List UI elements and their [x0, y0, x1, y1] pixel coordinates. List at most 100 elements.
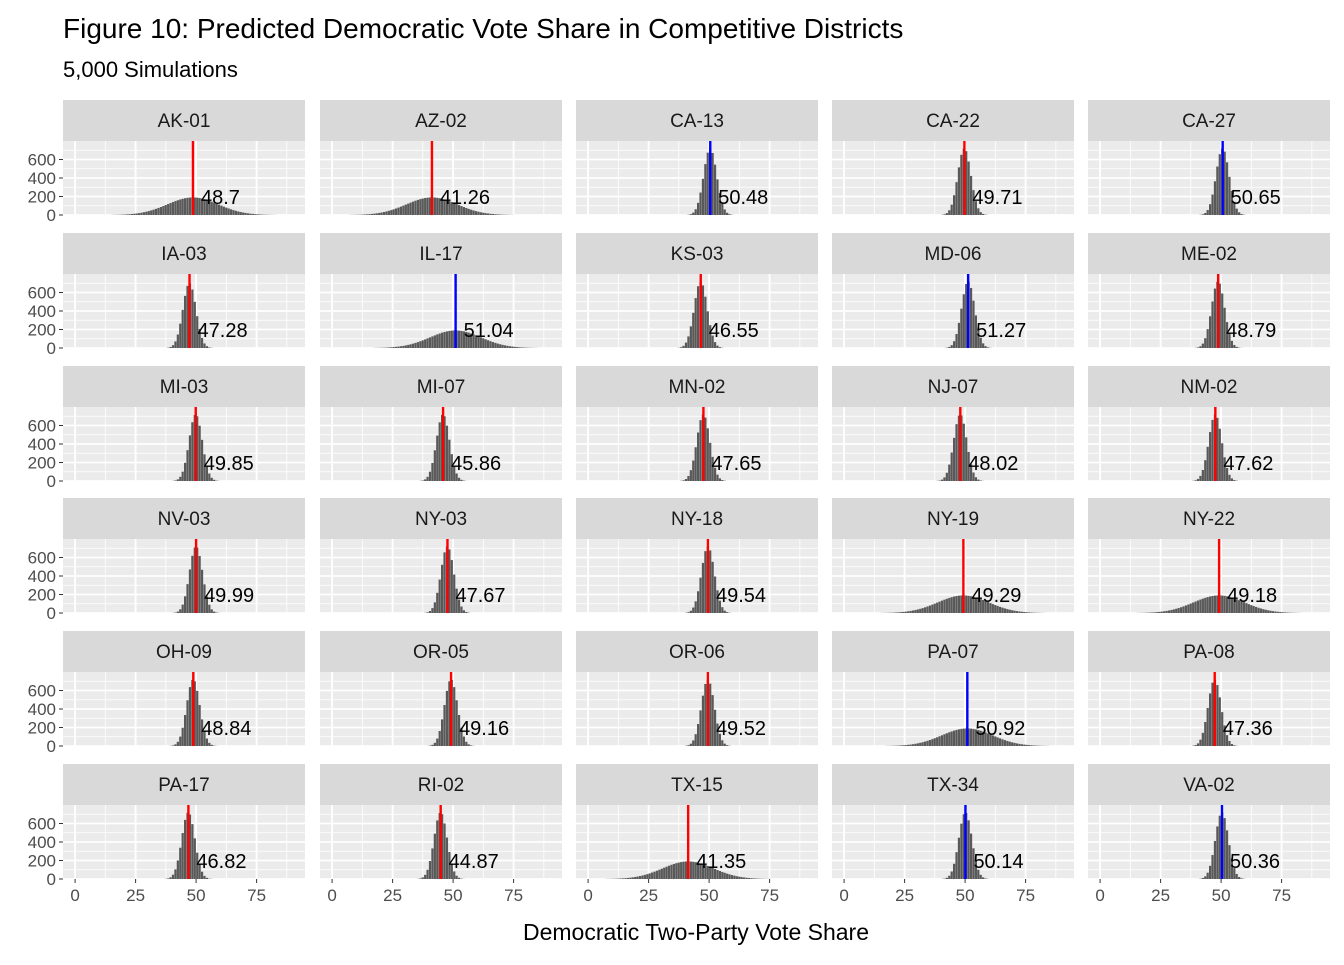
chart-subtitle: 5,000 Simulations	[63, 57, 238, 82]
histogram-bar	[721, 740, 723, 746]
x-tick-label: 75	[1272, 886, 1291, 905]
x-tick-label: 50	[700, 886, 719, 905]
histogram-bar	[1202, 470, 1204, 481]
histogram-bar	[172, 875, 174, 879]
histogram-bar	[429, 611, 431, 613]
histogram-bar	[150, 210, 152, 215]
histogram-bar	[685, 479, 687, 481]
histogram-bar	[388, 347, 390, 348]
histogram-bar	[397, 347, 399, 348]
histogram-bar	[965, 437, 967, 481]
histogram-bar	[982, 877, 984, 879]
mean-value-label: 50.92	[975, 718, 1025, 740]
histogram-bar	[724, 744, 726, 746]
facet-strip-label: ME-02	[1181, 244, 1237, 265]
histogram-bar	[675, 863, 677, 879]
histogram-bar	[1204, 213, 1206, 215]
histogram-bar	[960, 155, 962, 215]
histogram-bar	[388, 211, 390, 215]
histogram-bar	[1253, 606, 1255, 613]
histogram-bar	[622, 878, 624, 879]
histogram-bar	[451, 331, 453, 348]
histogram-bar	[1033, 745, 1035, 746]
histogram-bar	[436, 436, 438, 481]
histogram-bar	[184, 715, 186, 746]
histogram-bar	[690, 214, 692, 215]
histogram-bar	[951, 345, 953, 348]
histogram-bar	[716, 346, 718, 348]
facet-strip-label: NY-18	[671, 509, 723, 530]
histogram-bar	[1009, 610, 1011, 613]
histogram-bar	[1197, 743, 1199, 746]
histogram-bar	[1277, 612, 1279, 613]
histogram-bar	[941, 480, 943, 481]
histogram-bar	[697, 432, 699, 481]
histogram-bar	[670, 865, 672, 879]
histogram-bar	[1207, 447, 1209, 481]
histogram-bar	[970, 834, 972, 879]
histogram-bar	[422, 877, 424, 879]
histogram-bar	[390, 210, 392, 215]
histogram-bar	[492, 342, 494, 348]
histogram-bar	[1233, 745, 1235, 746]
histogram-bar	[931, 605, 933, 613]
histogram-bar	[1219, 697, 1221, 746]
histogram-bar	[434, 198, 436, 215]
histogram-bar	[145, 212, 147, 215]
histogram-bar	[1161, 612, 1163, 613]
histogram-bar	[1197, 479, 1199, 481]
mean-value-label: 46.55	[709, 320, 759, 342]
histogram-bar	[1021, 744, 1023, 746]
histogram-bar	[690, 744, 692, 746]
histogram-bar	[431, 336, 433, 348]
histogram-bar	[405, 205, 407, 215]
histogram-bar	[704, 164, 706, 215]
x-tick-label: 75	[760, 886, 779, 905]
histogram-bar	[687, 476, 689, 481]
histogram-bar	[912, 611, 914, 613]
histogram-bar	[1216, 685, 1218, 746]
histogram-bar	[1257, 608, 1259, 613]
y-tick-label: 200	[28, 719, 56, 738]
histogram-bar	[948, 465, 950, 481]
histogram-bar	[439, 334, 441, 348]
histogram-bar	[668, 866, 670, 879]
histogram-bar	[182, 199, 184, 215]
histogram-bar	[704, 551, 706, 613]
histogram-bar	[750, 878, 752, 879]
histogram-bar	[1240, 878, 1242, 879]
histogram-bar	[407, 345, 409, 348]
histogram-bar	[1282, 612, 1284, 613]
histogram-bar	[1209, 432, 1211, 481]
histogram-bar	[731, 875, 733, 879]
histogram-bar	[721, 607, 723, 613]
histogram-bar	[199, 556, 201, 613]
histogram-bar	[499, 344, 501, 348]
mean-value-label: 49.18	[1227, 585, 1277, 607]
histogram-bar	[695, 734, 697, 746]
histogram-bar	[143, 212, 145, 215]
histogram-bar	[431, 463, 433, 481]
histogram-bar	[174, 201, 176, 215]
histogram-bar	[738, 877, 740, 879]
histogram-bar	[203, 343, 205, 348]
histogram-bar	[1209, 596, 1211, 613]
histogram-bar	[368, 214, 370, 215]
histogram-bar	[695, 298, 697, 348]
histogram-bar	[400, 346, 402, 348]
histogram-bar	[247, 213, 249, 215]
histogram-bar	[905, 745, 907, 746]
histogram-bar	[900, 745, 902, 746]
histogram-bar	[641, 875, 643, 879]
histogram-bar	[955, 596, 957, 613]
histogram-bar	[960, 729, 962, 746]
facet-strip-label: OR-06	[669, 642, 725, 663]
histogram-bar	[1190, 604, 1192, 613]
histogram-bar	[378, 213, 380, 215]
histogram-bar	[182, 605, 184, 613]
